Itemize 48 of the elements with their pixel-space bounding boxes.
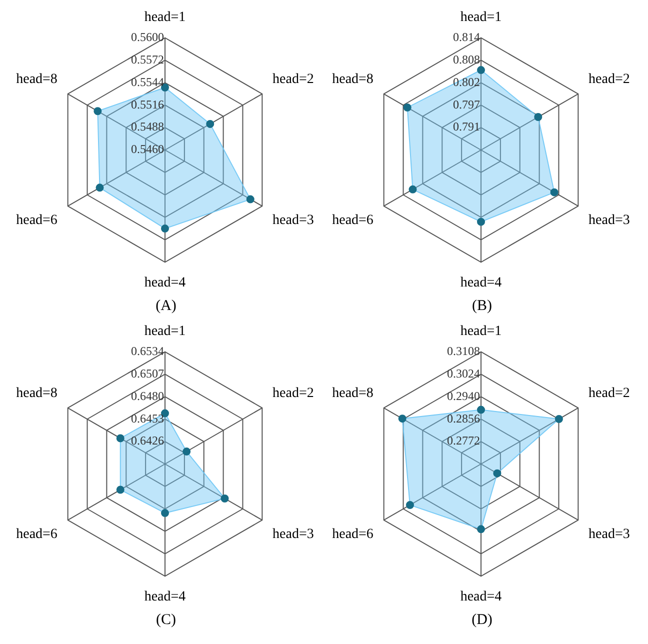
text: (B) [471,297,493,316]
y-tick-label: 0.6507 [131,366,164,380]
spoke-label: head=2 [588,72,630,88]
text: (D) [470,611,494,630]
y-tick-label: 0.5600 [131,30,164,44]
y-tick-label: 0.797 [453,97,480,112]
y-tick-label: 0.2772 [447,434,480,448]
y-tick-label: 0.6534 [131,344,164,358]
spoke-label: head=3 [588,527,630,542]
spoke-label: head=3 [272,527,314,542]
y-tick-label: 0.2940 [447,388,480,403]
y-tick-label: 0.5516 [131,97,164,112]
spoke-label: head=6 [16,213,58,228]
spoke-label: head=4 [460,275,502,290]
y-tick-label: 0.6480 [131,388,164,403]
spoke-label: head=2 [272,386,314,402]
spoke-label: head=1 [460,10,502,26]
spoke-label: head=4 [460,589,502,604]
spoke-label: head=2 [272,72,314,88]
spoke-label: head=8 [332,72,374,88]
y-tick-label: 0.6426 [131,434,164,448]
y-tick-label: 0.5488 [131,120,164,134]
y-tick-label: 0.5544 [131,74,164,89]
spoke-label: head=8 [332,386,374,402]
spoke-label: head=3 [588,213,630,228]
y-tick-label: 0.3024 [447,366,480,380]
y-tick-label: 0.802 [453,74,480,89]
y-tick-label: 0.2856 [447,411,480,426]
spoke-label: head=4 [144,589,186,604]
spoke-label: head=6 [332,527,374,542]
y-tick-label: 0.808 [453,52,480,66]
spoke-label: head=3 [272,213,314,228]
y-tick-label: 0.814 [453,30,480,44]
spoke-label: head=8 [16,72,58,88]
spoke-label: head=6 [332,213,374,228]
spoke-label: head=1 [144,10,186,26]
y-tick-label: 0.5460 [131,142,164,156]
y-tick-label: 0.3108 [447,344,480,358]
spoke-label: head=1 [460,324,502,340]
spoke-label: head=4 [144,275,186,290]
spoke-label: head=8 [16,386,58,402]
spoke-label: head=6 [16,527,58,542]
y-tick-label: 0.791 [453,120,480,134]
spoke-label: head=2 [588,386,630,402]
text: (C) [155,611,177,630]
text: (A) [154,297,178,316]
spoke-label: head=1 [144,324,186,340]
y-tick-label: 0.5572 [131,52,164,66]
